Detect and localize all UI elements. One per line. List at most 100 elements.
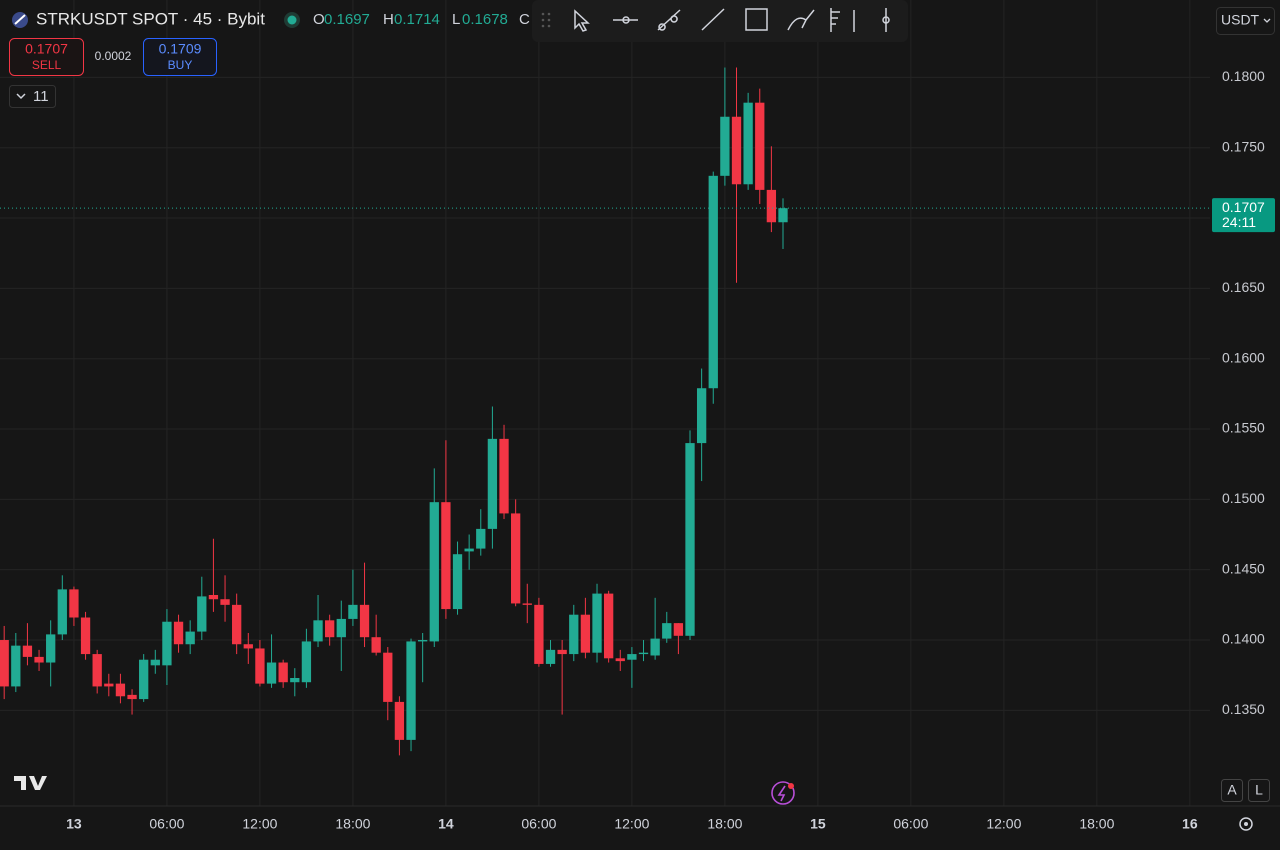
candle-body (429, 502, 439, 642)
sell-label: SELL (32, 58, 62, 72)
grid (0, 0, 1210, 806)
candle-body (592, 593, 602, 653)
candle-body (603, 593, 614, 659)
x-tick-label: 16 (1182, 816, 1198, 832)
candle-body (778, 208, 788, 223)
axis-labels: 0.1350 0.1400 0.1450 0.1500 0.1550 0.1600 0.16… (66, 68, 1265, 832)
candle-body (92, 654, 102, 687)
candle-body (34, 656, 44, 663)
candle-body (371, 637, 381, 653)
candle-body (173, 621, 184, 645)
trend-channel-tool[interactable] (657, 9, 681, 31)
y-tick-label: 0.1400 (1222, 631, 1265, 647)
candle-body (127, 694, 137, 700)
candle-body (673, 623, 684, 636)
candle-body (522, 603, 532, 605)
candles (0, 67, 1210, 756)
candle-body (232, 604, 242, 645)
candle-body (0, 640, 9, 687)
candle-body (499, 438, 509, 514)
chevron (16, 93, 26, 100)
candle-body (650, 638, 660, 656)
candle-body (441, 502, 451, 610)
y-tick-label: 0.1650 (1222, 279, 1265, 295)
auto-scale-button[interactable] (1221, 779, 1243, 802)
ohlc-value: 0.1697 (324, 11, 370, 28)
candle-body (510, 513, 521, 604)
last-price-label: 0.1707 (1222, 199, 1265, 215)
candle-body (348, 604, 358, 619)
candle-body (731, 116, 742, 185)
candle-body (627, 654, 637, 660)
toolbar-bg (532, 0, 908, 42)
candle-body (569, 614, 579, 655)
scale-button-label: L (1255, 782, 1263, 798)
sell-price: 0.1707 (25, 41, 68, 57)
indicators-count: 11 (33, 88, 49, 105)
candle-body (162, 621, 172, 666)
y-tick-label: 0.1750 (1222, 138, 1265, 154)
brush-tool[interactable] (787, 9, 815, 31)
ohlc-key: L (452, 11, 460, 28)
candle-body (743, 102, 753, 185)
candle-body (394, 701, 405, 740)
sell-button[interactable] (9, 38, 84, 76)
candle-body (115, 683, 126, 697)
x-tick-label: 12:00 (614, 816, 649, 832)
y-tick-label: 0.1350 (1222, 701, 1265, 717)
candle-body (696, 388, 707, 444)
candle-body (290, 677, 300, 683)
x-tick-label: 12:00 (242, 816, 277, 832)
candle-body (545, 649, 556, 664)
candle-body (383, 652, 393, 702)
buy-price: 0.1709 (159, 41, 202, 57)
ohlc-key: O (313, 11, 325, 28)
indicators-toggle[interactable] (9, 85, 56, 108)
candle-body (150, 659, 160, 666)
ohlc-value: 0.1678 (462, 11, 508, 28)
vertical-line-tool[interactable] (882, 8, 890, 32)
drag-handle[interactable] (541, 12, 551, 28)
candle-body (487, 438, 498, 529)
symbol-icon-glyph (14, 14, 26, 25)
event-bolt (777, 785, 786, 802)
event-icon[interactable] (771, 781, 795, 805)
candle-body (46, 634, 56, 663)
candle-body (685, 443, 695, 636)
candle-body (139, 659, 149, 700)
log-scale-button[interactable] (1248, 779, 1270, 802)
rectangle-tool[interactable] (745, 8, 768, 31)
cursor-tool[interactable] (574, 9, 590, 32)
candle-body (755, 102, 765, 190)
horizontal-line-tool[interactable] (613, 16, 638, 24)
event-badge (788, 783, 794, 789)
ohlc-value: 0.1714 (394, 11, 440, 28)
tv-logo[interactable] (14, 776, 47, 790)
x-tick-label: 13 (66, 816, 82, 832)
candle-body (185, 631, 195, 645)
currency-selector[interactable] (1216, 7, 1275, 35)
candle-body (255, 648, 265, 684)
candle-body (476, 528, 486, 549)
candle-body (57, 589, 67, 635)
candle-body (464, 548, 474, 552)
x-tick-label: 18:00 (707, 816, 742, 832)
x-tick-label: 06:00 (521, 816, 556, 832)
candle-body (69, 589, 79, 618)
trendline-tool[interactable] (701, 8, 725, 31)
buy-label: BUY (168, 58, 193, 72)
settings-icon[interactable] (1239, 817, 1253, 831)
candle-body (325, 620, 335, 638)
last-price-tag (1212, 198, 1275, 233)
candle-body (557, 649, 567, 655)
candle-body (11, 645, 21, 687)
fib-tool[interactable] (830, 8, 855, 32)
symbol-title[interactable]: STRKUSDT SPOT · 45 · Bybit (36, 9, 265, 28)
candle-body (104, 683, 114, 687)
x-tick-label: 06:00 (149, 816, 184, 832)
buy-button[interactable] (143, 38, 217, 76)
candle-body (243, 644, 253, 649)
candle-body (452, 554, 463, 610)
